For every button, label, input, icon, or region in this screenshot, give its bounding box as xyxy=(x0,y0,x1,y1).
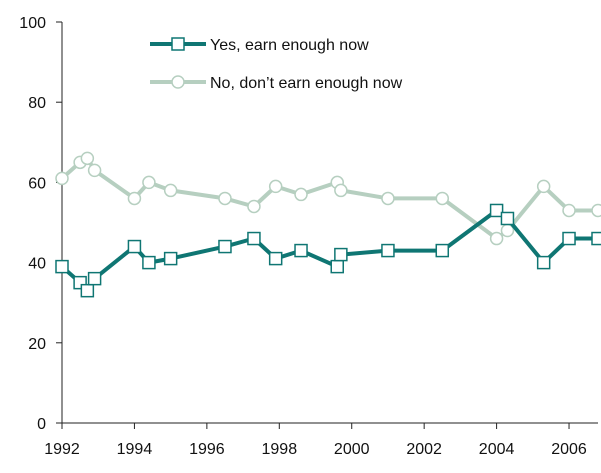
y-tick-label: 20 xyxy=(28,336,46,353)
legend-marker xyxy=(171,37,185,51)
data-point xyxy=(268,251,283,266)
x-tick-label: 2004 xyxy=(479,441,515,458)
x-tick-label: 1998 xyxy=(262,441,298,458)
data-point xyxy=(163,251,178,266)
data-point xyxy=(247,199,261,214)
series-no xyxy=(55,151,601,246)
data-point xyxy=(268,179,283,194)
data-point xyxy=(127,191,142,206)
series-yes xyxy=(55,203,601,298)
data-point xyxy=(536,255,551,270)
data-point xyxy=(80,151,95,166)
y-tick-label: 40 xyxy=(28,256,46,273)
y-tick-label: 0 xyxy=(37,416,46,433)
data-point xyxy=(435,191,450,206)
data-point xyxy=(55,171,69,186)
legend-item-no: No, don’t earn enough now xyxy=(150,75,403,92)
series-layer xyxy=(55,151,601,298)
y-tick-label: 60 xyxy=(28,175,46,192)
x-tick-label: 2002 xyxy=(406,441,442,458)
legend-label: Yes, earn enough now xyxy=(210,37,369,54)
y-tick-label: 80 xyxy=(28,95,46,112)
legend-label: No, don’t earn enough now xyxy=(210,75,403,92)
data-point xyxy=(218,191,232,206)
data-point xyxy=(87,163,102,178)
data-point xyxy=(562,231,576,246)
data-point xyxy=(381,243,395,258)
data-point xyxy=(500,211,515,226)
data-point xyxy=(127,239,142,254)
legend-marker xyxy=(171,75,185,89)
data-point xyxy=(489,231,504,246)
data-point xyxy=(87,271,102,286)
data-point xyxy=(334,247,348,262)
data-point xyxy=(330,259,344,274)
data-point xyxy=(55,259,69,274)
x-tick-label: 1996 xyxy=(189,441,225,458)
data-point xyxy=(591,203,601,218)
axes: 0 20 40 60 80 100 1992 1994 1996 1998 2000 2002 2004… xyxy=(19,15,598,458)
y-tick-label: 100 xyxy=(19,15,46,32)
data-point xyxy=(562,203,576,218)
data-point xyxy=(536,179,551,194)
x-tick-label: 1992 xyxy=(44,441,80,458)
x-tick-label: 1994 xyxy=(117,441,153,458)
data-point xyxy=(381,191,395,206)
x-tick-label: 2006 xyxy=(551,441,587,458)
data-point xyxy=(435,243,450,258)
data-point xyxy=(294,243,308,258)
series-line xyxy=(60,208,598,293)
data-point xyxy=(80,283,95,298)
data-point xyxy=(218,239,232,254)
data-point xyxy=(591,231,601,246)
series-line xyxy=(60,156,598,241)
data-point xyxy=(489,203,504,218)
data-point xyxy=(334,183,348,198)
data-point xyxy=(294,187,308,202)
legend: Yes, earn enough now No, don’t earn enoug… xyxy=(150,37,403,92)
data-point xyxy=(142,255,156,270)
x-tick-label: 2000 xyxy=(334,441,370,458)
data-point xyxy=(142,175,156,190)
data-point xyxy=(247,231,261,246)
data-point xyxy=(163,183,178,198)
legend-item-yes: Yes, earn enough now xyxy=(150,37,369,54)
